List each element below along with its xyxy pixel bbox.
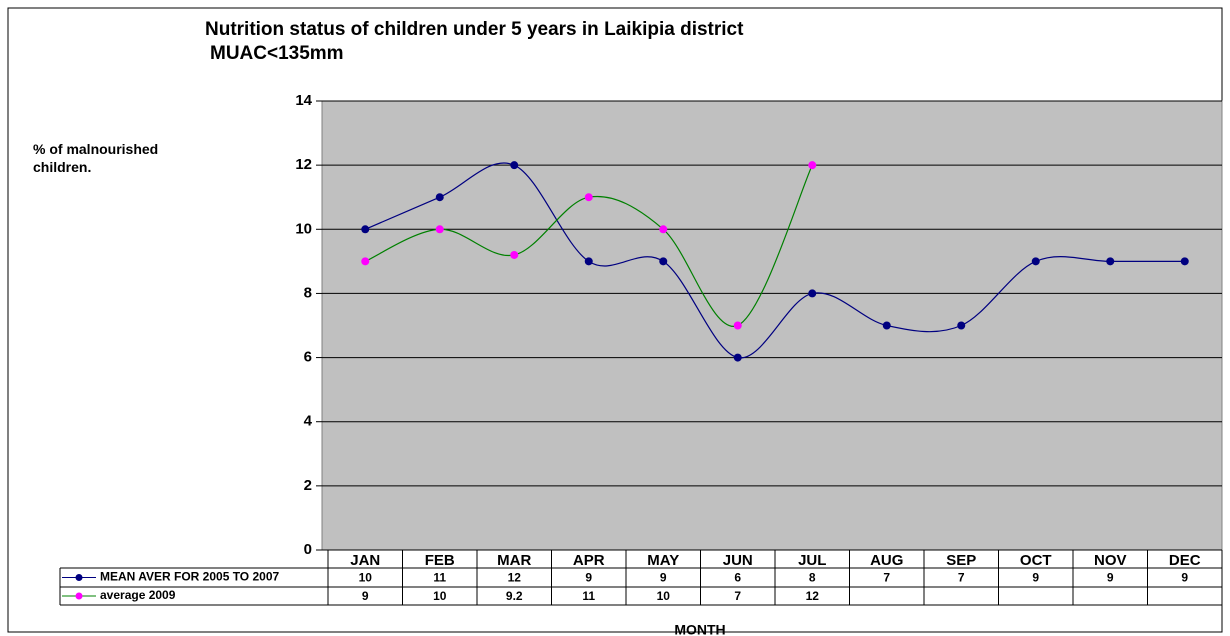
data-point [1106,257,1115,266]
legend-label: average 2009 [100,588,176,602]
data-point [435,193,444,202]
table-value: 8 [809,571,816,585]
data-point [733,353,742,362]
data-point [808,161,817,170]
x-tick-label: JUN [723,552,753,569]
table-value: 6 [734,571,741,585]
y-tick-label: 2 [304,477,312,494]
x-tick-label: JAN [350,552,380,569]
legend-marker [75,592,83,600]
table-value: 7 [958,571,965,585]
x-tick-label: MAY [647,552,679,569]
y-axis-label-box: % of malnourished children. [33,141,159,175]
x-tick-label: SEP [946,552,976,569]
data-point [435,225,444,234]
table-value: 9 [1032,571,1039,585]
data-point [1180,257,1189,266]
table-value: 10 [359,571,373,585]
y-tick-label: 4 [304,413,313,430]
data-point [659,225,668,234]
table-value: 12 [508,571,522,585]
table-value: 10 [657,589,671,603]
table-value: 9 [362,589,369,603]
data-point [659,257,668,266]
table-value: 10 [433,589,447,603]
y-axis-label: % of malnourished children. [33,141,159,175]
y-tick-label: 6 [304,349,312,366]
legend-marker [75,574,83,581]
x-axis-label: MONTH [674,622,725,636]
x-tick-label: MAR [497,552,531,569]
y-tick-label: 12 [295,156,312,173]
data-point [584,193,593,202]
data-point [510,250,519,259]
x-tick-label: OCT [1020,552,1052,569]
table-value: 11 [433,571,446,585]
data-point [584,257,593,266]
x-tick-label: APR [573,552,605,569]
data-point [510,161,519,170]
table-value: 7 [883,571,890,585]
y-tick-label: 10 [295,220,312,237]
y-tick-label: 0 [304,541,312,558]
plot-area [321,100,1223,551]
table-value: 9.2 [506,589,523,603]
table-value: 9 [585,571,592,585]
x-tick-label: AUG [870,552,903,569]
data-point [882,321,891,330]
table-value: 7 [734,589,741,603]
data-point [733,321,742,330]
data-point [361,225,370,234]
x-tick-label: NOV [1094,552,1127,569]
data-point [361,257,370,266]
table-value: 12 [806,589,820,603]
table-value: 9 [660,571,667,585]
y-tick-label: 8 [304,284,312,301]
chart-title: Nutrition status of children under 5 yea… [205,19,744,40]
table-value: 9 [1107,571,1114,585]
data-point [1031,257,1040,266]
table-value: 9 [1181,571,1188,585]
x-tick-label: FEB [425,552,455,569]
x-tick-label: DEC [1169,552,1201,569]
data-point [957,321,966,330]
table-value: 11 [582,589,595,603]
legend-label: MEAN AVER FOR 2005 TO 2007 [100,570,280,584]
data-point [808,289,817,298]
x-tick-label: JUL [798,552,826,569]
y-tick-label: 14 [295,92,312,109]
chart-subtitle: MUAC<135mm [210,43,344,64]
